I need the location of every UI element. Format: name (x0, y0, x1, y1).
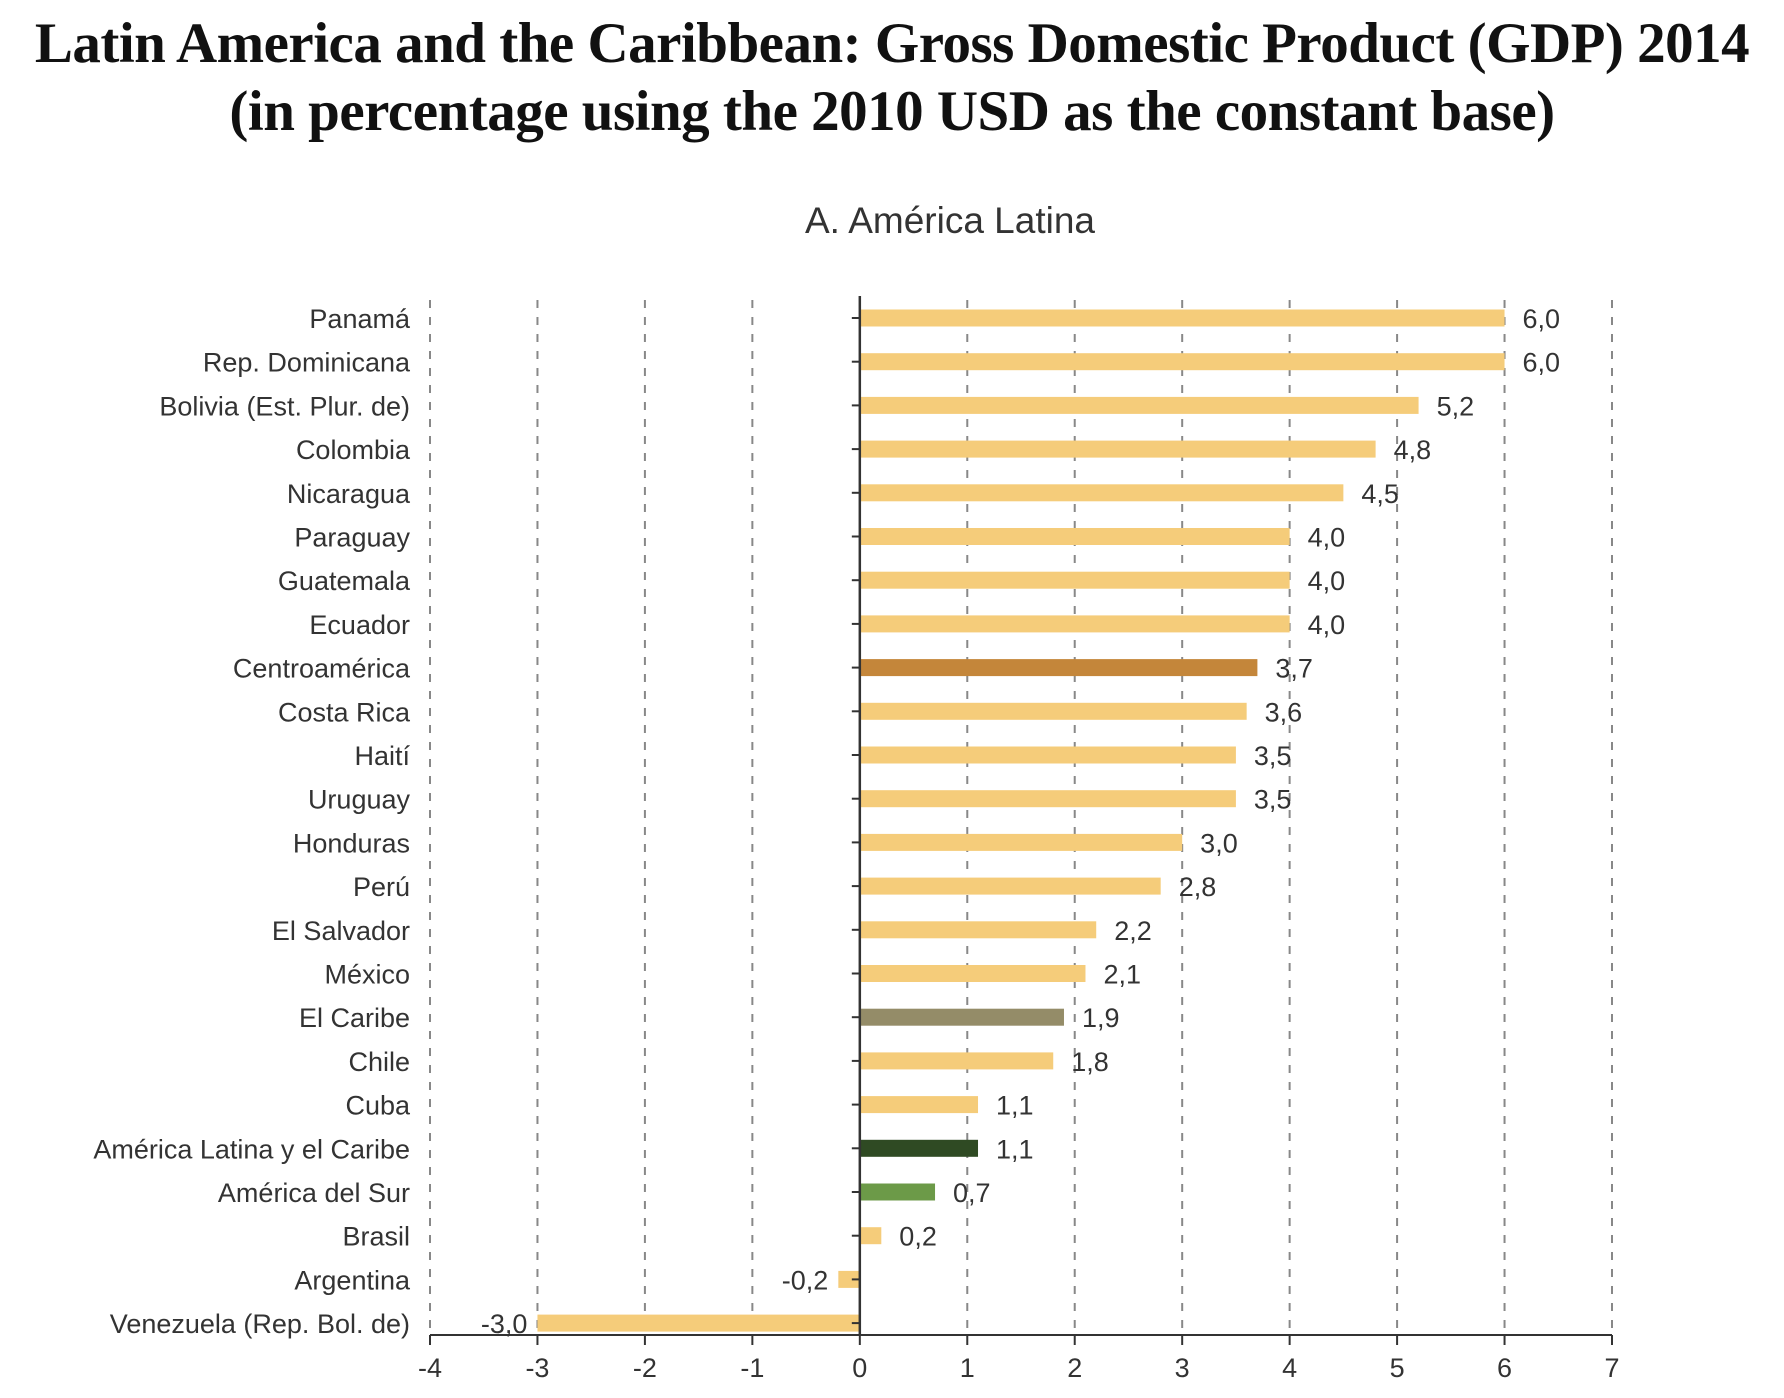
data-label: 0,7 (953, 1178, 991, 1208)
data-label: 4,0 (1308, 523, 1346, 553)
category-label: Haití (354, 741, 410, 771)
x-tick-label: 2 (1067, 1353, 1082, 1383)
data-label: 6,0 (1523, 348, 1561, 378)
category-label: Cuba (345, 1091, 411, 1121)
data-label: -0,2 (782, 1265, 829, 1295)
bar (859, 396, 1419, 414)
data-label: 3,5 (1254, 785, 1292, 815)
x-tick-label: -1 (740, 1353, 764, 1383)
x-tick-label: -4 (418, 1353, 442, 1383)
bar (859, 353, 1505, 371)
bar (859, 1008, 1064, 1026)
chart-title-line-2: (in percentage using the 2010 USD as the… (229, 80, 1555, 143)
category-label: El Salvador (272, 916, 410, 946)
data-label: 2,2 (1114, 916, 1152, 946)
data-label: 2,1 (1103, 960, 1141, 990)
bar (859, 1052, 1054, 1070)
bar (859, 571, 1290, 589)
x-tick-label: 7 (1604, 1353, 1619, 1383)
data-label: 5,2 (1437, 391, 1475, 421)
bars (537, 309, 1505, 1332)
bar (859, 833, 1183, 851)
bar (859, 440, 1376, 458)
bar (859, 615, 1290, 633)
category-label: Brasil (342, 1222, 410, 1252)
bar (859, 1183, 936, 1201)
bar (537, 1314, 860, 1332)
data-label: 1,1 (996, 1134, 1034, 1164)
x-tick-label: 0 (852, 1353, 867, 1383)
gridlines (429, 300, 1613, 1335)
chart-subtitle: A. América Latina (805, 200, 1095, 241)
x-tick-label: 3 (1175, 1353, 1190, 1383)
category-label: Chile (348, 1047, 410, 1077)
category-label: Rep. Dominicana (203, 348, 411, 378)
bar (859, 659, 1258, 677)
chart-title-line-1: Latin America and the Caribbean: Gross D… (34, 12, 1750, 75)
data-label: 4,8 (1394, 435, 1432, 465)
category-label: Centroamérica (233, 654, 411, 684)
category-label: Ecuador (309, 610, 410, 640)
category-label: Colombia (296, 435, 411, 465)
bar (859, 965, 1086, 982)
axes (429, 296, 1613, 1345)
category-label: Honduras (293, 828, 410, 858)
data-label: 1,1 (996, 1091, 1034, 1121)
x-tick-label: 1 (960, 1353, 975, 1383)
category-label: El Caribe (299, 1003, 410, 1033)
x-tick-label: -3 (525, 1353, 549, 1383)
category-label: Bolivia (Est. Plur. de) (159, 391, 410, 421)
category-label: Costa Rica (278, 697, 411, 727)
category-label: Panamá (309, 304, 411, 334)
data-label: 3,0 (1200, 828, 1238, 858)
x-tick-label: 5 (1390, 1353, 1405, 1383)
data-label: 2,8 (1179, 872, 1217, 902)
x-tick-label: 4 (1282, 1353, 1297, 1383)
bar (859, 746, 1236, 764)
data-label: 4,0 (1308, 566, 1346, 596)
bar (859, 309, 1505, 327)
data-label: 3,7 (1275, 654, 1313, 684)
bar (859, 484, 1344, 502)
category-label: Paraguay (294, 523, 410, 553)
bar (859, 921, 1097, 939)
bar (859, 1096, 979, 1114)
category-label: América del Sur (218, 1178, 410, 1208)
chart-title: Latin America and the Caribbean: Gross D… (0, 10, 1784, 146)
bar (859, 877, 1161, 895)
category-label: Guatemala (278, 566, 411, 596)
category-label: Nicaragua (287, 479, 411, 509)
data-label: 0,2 (899, 1222, 937, 1252)
bar (859, 790, 1236, 808)
data-label: 3,5 (1254, 741, 1292, 771)
data-label: 6,0 (1523, 304, 1561, 334)
category-label: Venezuela (Rep. Bol. de) (110, 1309, 410, 1339)
category-label: Uruguay (308, 785, 411, 815)
labels: -4 -3 -2 -1 0 1 2 3 4 5 6 7 Panamá 6,0 Rep. Dominicana… (93, 304, 1619, 1383)
bar (859, 702, 1247, 720)
bar (838, 1270, 860, 1288)
x-tick-label: 6 (1497, 1353, 1512, 1383)
category-label: América Latina y el Caribe (93, 1134, 410, 1164)
data-label: 4,5 (1361, 479, 1399, 509)
x-tick-label: -2 (633, 1353, 657, 1383)
data-label: 4,0 (1308, 610, 1346, 640)
category-label: México (324, 960, 410, 990)
bar (859, 1227, 882, 1245)
data-label: 1,9 (1082, 1003, 1120, 1033)
data-label: 1,8 (1071, 1047, 1109, 1077)
data-label: 3,6 (1265, 697, 1303, 727)
data-label: -3,0 (481, 1309, 528, 1339)
category-label: Perú (353, 872, 410, 902)
bar (859, 1139, 979, 1157)
category-label: Argentina (294, 1265, 411, 1295)
bar (859, 528, 1290, 545)
